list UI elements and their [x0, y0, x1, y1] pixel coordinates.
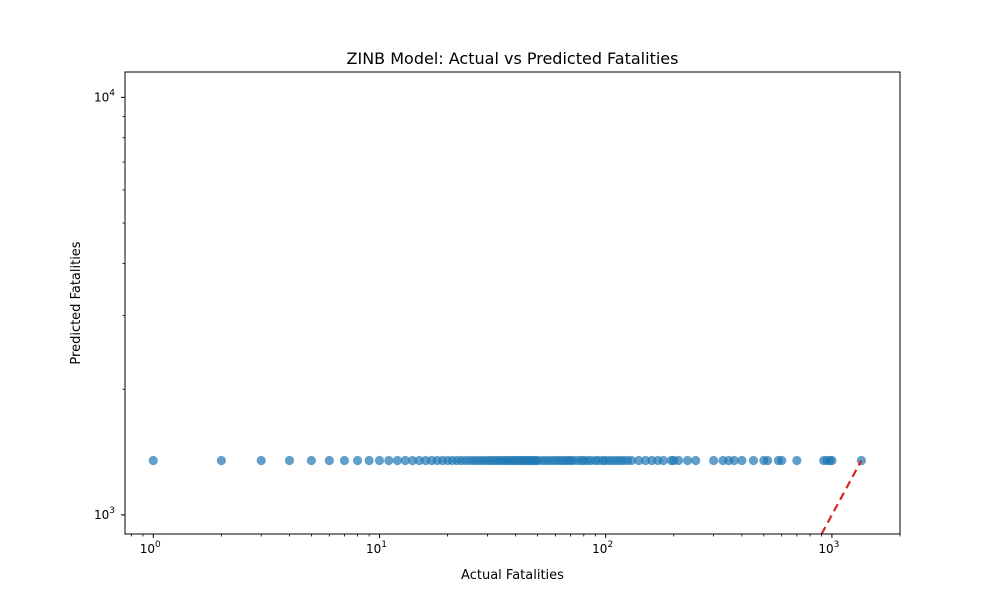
data-point: [384, 455, 394, 466]
data-point: [737, 455, 747, 466]
data-point: [352, 455, 363, 466]
y-axis-ticks: 103 104: [94, 88, 125, 522]
data-point: [709, 455, 719, 466]
data-point: [634, 455, 644, 466]
data-point: [673, 455, 684, 466]
x-tick-label: 100: [140, 540, 161, 556]
data-point: [777, 455, 787, 466]
data-point: [729, 455, 739, 466]
x-tick-label: 101: [366, 540, 387, 556]
data-point: [364, 455, 374, 466]
reference-line: [820, 459, 863, 535]
data-point: [682, 455, 693, 466]
data-point: [748, 455, 759, 466]
data-point: [400, 455, 410, 466]
data-point: [148, 455, 158, 466]
data-point: [306, 455, 316, 466]
data-point: [626, 455, 637, 466]
x-axis-ticks: 100 101 102 103: [130, 534, 901, 556]
data-point: [691, 455, 701, 466]
data-point: [640, 455, 651, 466]
data-point: [414, 455, 424, 466]
y-tick-label: 104: [94, 88, 115, 104]
y-tick-label: 103: [94, 506, 115, 522]
x-tick-label: 102: [592, 540, 613, 556]
chart-title: ZINB Model: Actual vs Predicted Fataliti…: [347, 49, 679, 68]
data-point: [324, 455, 334, 466]
data-point: [392, 455, 402, 466]
plot-frame: [124, 71, 901, 535]
x-tick-label: 103: [818, 540, 839, 556]
y-axis-label: Predicted Fatalities: [69, 241, 84, 364]
x-axis-label: Actual Fatalities: [461, 568, 564, 583]
data-point: [763, 455, 773, 466]
data-point: [792, 455, 802, 466]
data-point: [284, 455, 295, 466]
data-point: [216, 455, 226, 466]
data-point: [339, 455, 350, 466]
data-point: [407, 455, 418, 466]
data-point: [658, 455, 669, 466]
data-point: [256, 455, 266, 466]
data-point: [374, 455, 385, 466]
reference-line-layer: [820, 459, 863, 535]
points-layer: [148, 455, 866, 466]
data-point: [827, 455, 837, 466]
